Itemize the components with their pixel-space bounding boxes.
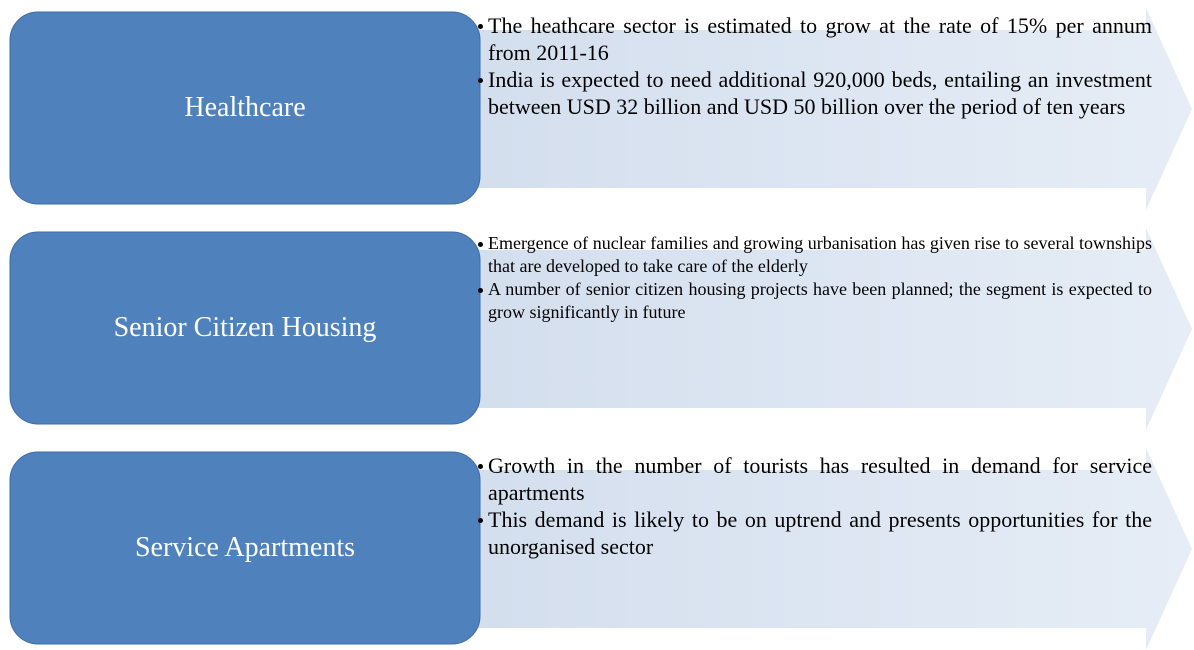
category-box bbox=[9, 451, 481, 645]
bullet-list: Emergence of nuclear families and growin… bbox=[474, 232, 1152, 324]
category-box bbox=[9, 11, 481, 205]
arrow bbox=[455, 228, 1192, 430]
bullet-point: A number of senior citizen housing proje… bbox=[478, 279, 1152, 322]
category-label: Healthcare bbox=[184, 92, 306, 123]
category-label: Senior Citizen Housing bbox=[113, 312, 377, 343]
category-box bbox=[9, 231, 481, 425]
bullet-point: Emergence of nuclear families and growin… bbox=[478, 233, 1152, 276]
bullet-point: India is expected to need additional 920… bbox=[478, 67, 1152, 119]
arrow bbox=[455, 448, 1192, 650]
bullet-point: This demand is likely to be on uptrend a… bbox=[478, 507, 1152, 559]
bullet-list: Growth in the number of tourists has res… bbox=[474, 452, 1152, 560]
category-label: Service Apartments bbox=[134, 532, 356, 563]
arrow bbox=[455, 8, 1192, 210]
bullet-list: The heathcare sector is estimated to gro… bbox=[474, 12, 1152, 120]
bullet-point: Growth in the number of tourists has res… bbox=[478, 453, 1152, 505]
bullet-point: The heathcare sector is estimated to gro… bbox=[478, 13, 1152, 65]
